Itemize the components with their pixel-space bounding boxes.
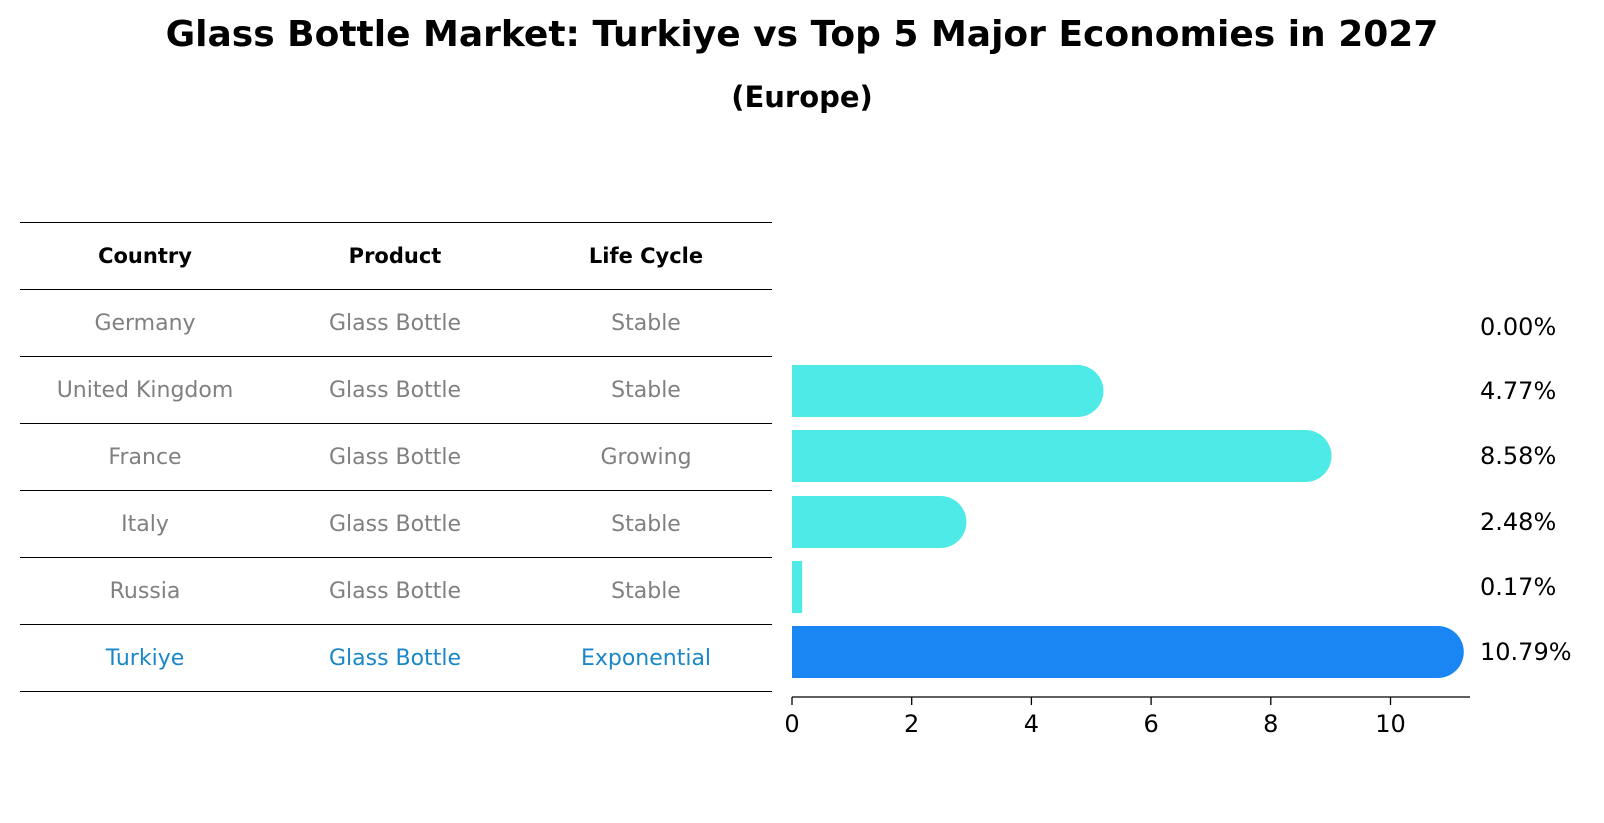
product-cell: Glass Bottle — [328, 511, 461, 537]
table-row-highlighted: Turkiye Glass Bottle Exponential — [20, 625, 772, 692]
bar-united-kingdom — [792, 365, 1104, 417]
data-label: 4.77% — [1480, 377, 1556, 405]
table-header-row: Country Product Life Cycle — [20, 222, 772, 290]
data-label: 0.00% — [1480, 313, 1556, 341]
bar-russia — [792, 561, 803, 613]
x-tick-label: 0 — [784, 710, 799, 738]
table-row: Russia Glass Bottle Stable — [20, 558, 772, 625]
life-cycle-cell: Stable — [611, 377, 681, 403]
product-cell: Glass Bottle — [328, 578, 461, 604]
country-cell: France — [108, 444, 182, 470]
x-tick-label: 2 — [904, 710, 919, 738]
x-tick-label: 6 — [1143, 710, 1158, 738]
data-label: 10.79% — [1480, 638, 1572, 666]
country-cell: Russia — [109, 578, 181, 604]
table-row: France Glass Bottle Growing — [20, 424, 772, 491]
life-cycle-cell: Stable — [611, 578, 681, 604]
table-row: Germany Glass Bottle Stable — [20, 290, 772, 357]
bar-turkiye — [792, 626, 1464, 678]
summary-table: Country Product Life Cycle Germany Glass… — [20, 222, 772, 692]
life-cycle-cell: Stable — [611, 310, 681, 336]
country-cell: Germany — [94, 310, 196, 336]
bar-italy — [792, 496, 967, 548]
x-tick-label: 10 — [1375, 710, 1406, 738]
table-row: United Kingdom Glass Bottle Stable — [20, 357, 772, 424]
data-label: 0.17% — [1480, 573, 1556, 601]
chart-title: Glass Bottle Market: Turkiye vs Top 5 Ma… — [165, 14, 1439, 55]
x-tick-label: 8 — [1263, 710, 1278, 738]
country-cell: United Kingdom — [56, 377, 234, 403]
life-cycle-cell: Exponential — [580, 645, 712, 671]
header-life-cycle: Life Cycle — [588, 244, 704, 268]
x-tick-label: 4 — [1024, 710, 1039, 738]
life-cycle-cell: Stable — [611, 511, 681, 537]
bar-france — [792, 430, 1332, 482]
product-cell: Glass Bottle — [328, 645, 461, 671]
chart-subtitle: (Europe) — [731, 80, 873, 114]
product-cell: Glass Bottle — [328, 377, 461, 403]
table-row: Italy Glass Bottle Stable — [20, 491, 772, 558]
life-cycle-cell: Growing — [600, 444, 692, 470]
header-product: Product — [348, 244, 442, 268]
header-country: Country — [98, 244, 192, 268]
data-label: 8.58% — [1480, 442, 1556, 470]
country-cell: Turkiye — [105, 645, 185, 671]
product-cell: Glass Bottle — [328, 444, 461, 470]
product-cell: Glass Bottle — [328, 310, 461, 336]
country-cell: Italy — [121, 511, 169, 537]
data-label: 2.48% — [1480, 508, 1556, 536]
